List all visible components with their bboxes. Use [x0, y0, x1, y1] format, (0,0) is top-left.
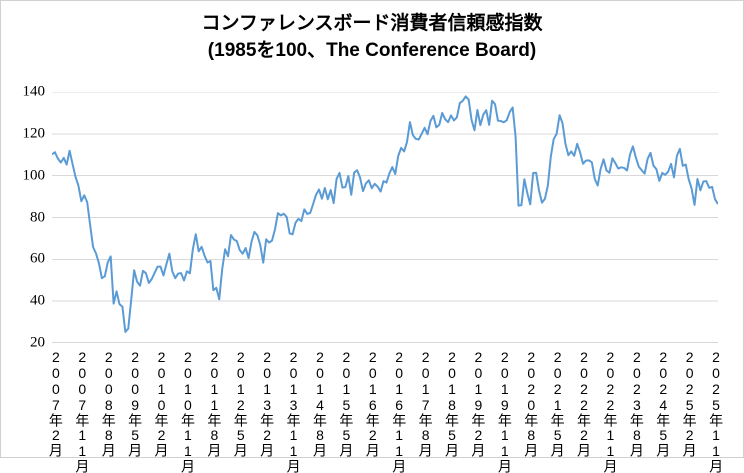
- y-axis-tick-label: 120: [22, 125, 46, 142]
- x-axis-tick-label: 2025年11月: [708, 349, 725, 473]
- x-axis-tick-label: 2020年8月: [523, 349, 540, 457]
- x-axis-tick-label: 2008年8月: [100, 349, 117, 457]
- y-axis-tick-labels: 20 40 60 80 100 120 140: [1, 84, 46, 351]
- x-axis-tick-label: 2016年2月: [364, 349, 381, 457]
- x-axis-tick-label: 2007年11月: [74, 349, 91, 473]
- x-axis-tick-labels: 2007年2月 2007年11月 2008年8月 2009年5月 2010年2月 2010…: [48, 349, 724, 473]
- x-axis-tick-label: 2022年11月: [602, 349, 619, 473]
- x-axis-tick-label: 2019年11月: [496, 349, 513, 473]
- x-axis-tick-label: 2018年5月: [444, 349, 460, 457]
- chart-title: コンファレンスボード消費者信頼感指数 (1985を100、The Confere…: [1, 10, 743, 64]
- x-axis-tick-label: 2022年2月: [576, 349, 593, 457]
- line-chart-svg: [52, 92, 718, 343]
- x-axis-tick-label: 2017年8月: [417, 349, 434, 457]
- chart-title-line1: コンファレンスボード消費者信頼感指数: [201, 13, 543, 34]
- x-axis-tick-label: 2024年5月: [655, 349, 672, 457]
- x-axis-tick-label: 2014年8月: [311, 349, 328, 457]
- y-axis-tick-label: 80: [30, 209, 45, 225]
- x-axis-tick-label: 2012年5月: [232, 349, 249, 457]
- x-axis-tick-label: 2010年11月: [179, 349, 196, 473]
- y-axis-tick-label: 140: [22, 83, 46, 100]
- x-axis-tick-label: 2009年5月: [127, 349, 144, 457]
- x-axis-tick-label: 2007年2月: [47, 349, 64, 457]
- y-axis-tick-label: 60: [30, 250, 45, 267]
- x-axis-tick-label: 2021年5月: [549, 349, 566, 457]
- x-axis-tick-label: 2013年11月: [285, 349, 302, 473]
- x-axis-tick-label: 2023年8月: [628, 349, 645, 457]
- y-axis-tick-label: 40: [30, 292, 45, 309]
- x-axis-tick-label: 2013年2月: [259, 349, 276, 457]
- x-axis-tick-label: 2019年2月: [470, 349, 487, 457]
- chart-title-line2: (1985を100、The Conference Board): [207, 40, 537, 61]
- x-axis-tick-label: 2011年8月: [206, 349, 223, 457]
- x-axis-tick-label: 2025年2月: [681, 349, 698, 457]
- y-axis-tick-label: 20: [30, 334, 45, 351]
- plot-area: [52, 92, 718, 343]
- x-axis-tick-label: 2016年11月: [391, 349, 408, 473]
- x-axis-tick-label: 2015年5月: [338, 349, 355, 457]
- x-axis-tick-label: 2010年2月: [153, 349, 170, 457]
- y-axis-tick-label: 100: [22, 167, 46, 184]
- data-series-line: [52, 95, 718, 333]
- gridlines: [52, 92, 718, 343]
